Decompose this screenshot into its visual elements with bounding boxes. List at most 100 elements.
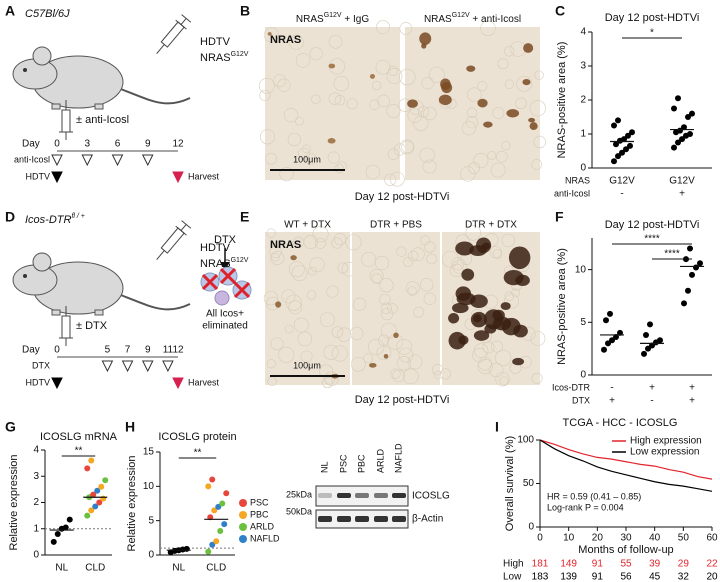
cell (516, 75, 533, 92)
day-tick: 6 (115, 139, 121, 150)
data-point (687, 131, 693, 137)
text-part: NRAS (296, 14, 324, 25)
y-tick-label: 2 (33, 497, 39, 508)
y-tick-label: 3 (33, 471, 39, 482)
cell (495, 150, 508, 163)
cell (345, 234, 362, 251)
cell (534, 70, 544, 80)
cell (283, 107, 299, 123)
day-tick: 9 (145, 139, 151, 150)
cell (401, 140, 414, 154)
cell (269, 245, 282, 258)
cell (408, 99, 424, 115)
annotation: Log-rank P = 0.004 (547, 502, 624, 512)
y-tick-label: 50 (523, 478, 535, 489)
legend-label: ARLD (250, 521, 275, 531)
data-point (611, 122, 617, 129)
x-tick-label: - (650, 396, 653, 407)
image-title: DTR + PBS (370, 220, 422, 231)
data-point (629, 129, 635, 136)
image-title: WT + DTX (284, 220, 331, 231)
row-label: DTX (572, 395, 590, 405)
injection: HDTV (200, 242, 231, 254)
stain (421, 43, 427, 49)
data-point (621, 136, 627, 143)
cell (352, 297, 367, 311)
x-tick-label: NL (172, 563, 185, 574)
data-point (649, 342, 655, 349)
data-point (54, 531, 61, 537)
cell (490, 162, 506, 178)
data-point (66, 516, 73, 523)
cell (288, 34, 304, 50)
cell (259, 89, 271, 101)
x-tick-label: G12V (669, 176, 695, 187)
data-point (102, 477, 109, 484)
cell (465, 116, 479, 129)
cell (277, 78, 291, 92)
panel-label: H (125, 419, 135, 435)
data-point (647, 321, 653, 328)
cell (326, 285, 339, 298)
dose-marker (172, 377, 184, 390)
cell (504, 293, 519, 309)
data-point (617, 329, 623, 336)
stain (515, 274, 530, 287)
cell (501, 233, 516, 248)
legend-label: High expression (630, 436, 702, 447)
band (355, 493, 369, 498)
band (318, 516, 332, 522)
dose-marker (81, 154, 94, 167)
dose-marker (141, 154, 154, 167)
stain-label: NRAS (270, 34, 301, 46)
x-tick-label: NL (55, 563, 68, 574)
stain (529, 122, 538, 131)
legend-swatch (239, 523, 247, 531)
histology-image (352, 232, 440, 385)
band (355, 516, 369, 522)
day-tick: 9 (145, 345, 151, 356)
data-point (685, 114, 691, 120)
x-tick-label: CLD (206, 563, 226, 574)
band-label: ICOSLG (412, 491, 450, 502)
data-point (98, 483, 105, 490)
cell (497, 58, 509, 70)
x-tick-label: CLD (85, 563, 105, 574)
y-axis-label: NRAS-positive area (%) (556, 248, 568, 365)
dose-marker (141, 360, 154, 373)
stain (393, 332, 399, 338)
stain (461, 268, 475, 281)
cell (311, 94, 321, 104)
stain (383, 353, 389, 359)
cell (422, 159, 437, 174)
cell (478, 356, 492, 371)
scale-label: 100μm (293, 360, 321, 370)
day-tick: 11 (163, 345, 174, 356)
cell (466, 107, 478, 118)
stain (483, 121, 493, 128)
row-label: Icos-DTR (552, 382, 591, 392)
stain (506, 109, 520, 118)
stain (267, 32, 272, 36)
data-point (96, 499, 103, 506)
cell (423, 106, 437, 121)
cell (386, 104, 401, 119)
stain (473, 330, 490, 341)
caption: Day 12 post-HDTVi (355, 191, 450, 203)
data-point (601, 346, 607, 353)
y-tick-label: 15 (143, 447, 155, 458)
cell (371, 80, 382, 91)
cell (530, 331, 546, 346)
treatment: ± anti-Icosl (76, 114, 129, 126)
dtx-illustration (200, 248, 252, 306)
risk-count: 91 (592, 559, 604, 570)
cell (266, 359, 276, 369)
cell (387, 148, 400, 160)
cell (399, 139, 415, 155)
risk-count: 149 (560, 559, 577, 570)
y-tick-label: 1 (580, 129, 586, 140)
cell (396, 246, 407, 257)
x-tick-label: 50 (678, 533, 690, 544)
cell (288, 261, 305, 278)
cell (323, 344, 339, 360)
